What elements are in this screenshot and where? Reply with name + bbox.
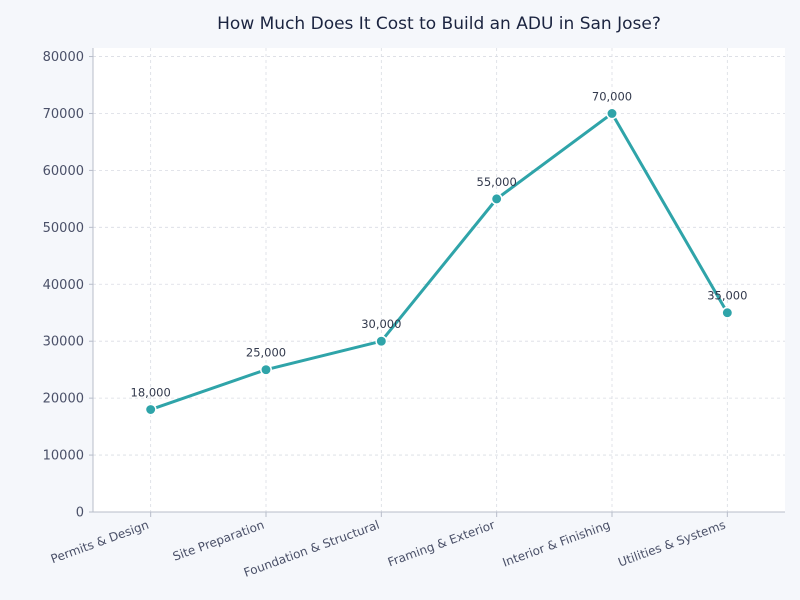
data-point (606, 107, 618, 120)
x-tick-label: Framing & Exterior (386, 518, 497, 570)
data-label: 25,000 (246, 346, 286, 360)
data-point (375, 335, 388, 348)
x-tick-label: Site Preparation (171, 518, 266, 564)
data-point (721, 306, 734, 319)
data-label: 55,000 (477, 175, 517, 189)
data-label: 35,000 (707, 289, 747, 303)
data-point (144, 403, 157, 416)
y-tick-label: 70000 (43, 107, 84, 122)
x-tick-label: Interior & Finishing (501, 518, 612, 570)
y-tick-label: 30000 (43, 335, 84, 350)
data-label: 70,000 (592, 89, 632, 103)
plot-area (93, 48, 785, 512)
y-tick-label: 60000 (43, 164, 84, 179)
data-point (490, 192, 503, 205)
series-line (149, 111, 729, 412)
data-label: 30,000 (361, 317, 401, 331)
y-tick-label: 20000 (43, 392, 84, 407)
y-tick-label: 40000 (43, 278, 84, 293)
y-tick-label: 50000 (43, 221, 84, 236)
data-label: 18,000 (131, 386, 171, 400)
chart-title: How Much Does It Cost to Build an ADU in… (217, 14, 661, 34)
y-tick-label: 10000 (43, 449, 84, 464)
y-tick-label: 80000 (43, 50, 84, 65)
x-tick-label: Permits & Design (49, 518, 151, 566)
y-tick-label: 0 (76, 506, 84, 521)
data-point (260, 363, 272, 376)
x-tick-label: Utilities & Systems (616, 518, 727, 570)
